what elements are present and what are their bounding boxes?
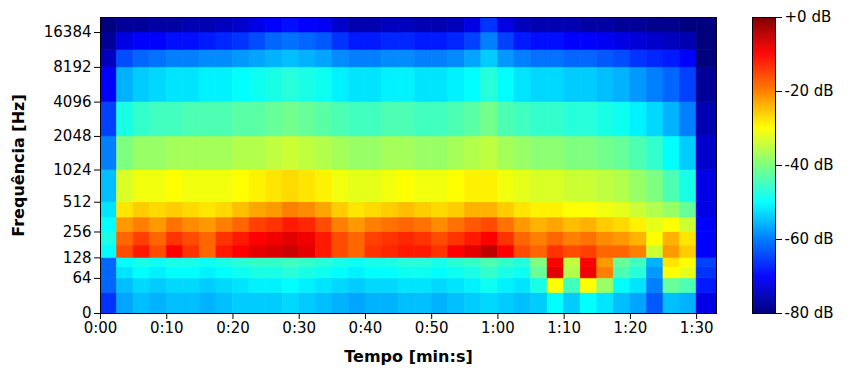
svg-text:128: 128	[63, 249, 92, 267]
svg-text:0: 0	[82, 304, 92, 323]
svg-text:Tempo [min:s]: Tempo [min:s]	[344, 347, 472, 366]
svg-text:-60 dB: -60 dB	[785, 230, 834, 248]
svg-text:-40 dB: -40 dB	[785, 156, 834, 174]
svg-text:512: 512	[63, 193, 92, 211]
svg-text:Frequência [Hz]: Frequência [Hz]	[9, 94, 28, 236]
svg-text:4096: 4096	[53, 93, 91, 111]
svg-text:0:00: 0:00	[84, 319, 118, 337]
svg-text:1:00: 1:00	[481, 319, 515, 337]
svg-text:0:10: 0:10	[150, 319, 184, 337]
svg-text:-20 dB: -20 dB	[785, 82, 834, 100]
svg-text:1:20: 1:20	[614, 319, 648, 337]
svg-text:1:10: 1:10	[547, 319, 581, 337]
svg-text:16384: 16384	[44, 23, 92, 41]
svg-text:0:50: 0:50	[415, 319, 449, 337]
svg-text:+0 dB: +0 dB	[785, 8, 832, 26]
svg-text:-80 dB: -80 dB	[785, 304, 834, 322]
svg-text:2048: 2048	[53, 127, 91, 145]
svg-text:0:30: 0:30	[282, 319, 316, 337]
svg-text:0:20: 0:20	[216, 319, 250, 337]
svg-text:256: 256	[63, 223, 92, 241]
svg-text:64: 64	[72, 269, 91, 287]
svg-text:1024: 1024	[53, 161, 91, 179]
svg-text:1:30: 1:30	[680, 319, 714, 337]
svg-text:0:40: 0:40	[349, 319, 383, 337]
svg-text:8192: 8192	[53, 58, 91, 76]
